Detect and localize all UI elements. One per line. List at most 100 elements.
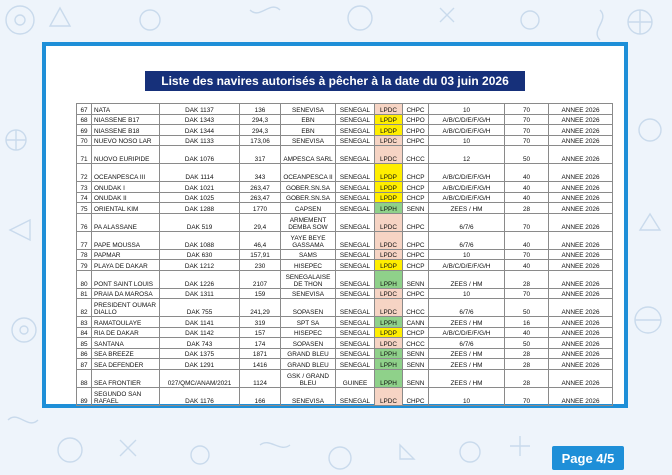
- cell-flag: SENEGAL: [335, 202, 375, 214]
- cell-tonnage: 1124: [239, 368, 281, 388]
- cell-flag: SENEGAL: [335, 269, 375, 289]
- cell-row-number: 85: [76, 337, 92, 349]
- cell-zones: A/B/C/D/E/F/G/H: [428, 326, 505, 338]
- cell-validity-year: ANNEE 2026: [548, 368, 613, 388]
- cell-tonnage: 294,3: [239, 113, 281, 125]
- cell-tonnage: 157,91: [239, 248, 281, 260]
- cell-vessel-name: ORIENTAL KIM: [91, 202, 160, 214]
- cell-category: CHCP: [402, 181, 429, 193]
- cell-vessel-name: ONUDAK I: [91, 181, 160, 193]
- cell-tonnage: 2107: [239, 269, 281, 289]
- cell-length: 28: [504, 347, 549, 359]
- cell-owner: SOPASEN: [280, 298, 336, 317]
- cell-owner: EBN: [280, 113, 336, 125]
- cell-registration: DAK 1088: [159, 230, 240, 250]
- cell-license-type: LPDP: [374, 163, 403, 182]
- cell-license-type: LPDP: [374, 181, 403, 193]
- cell-flag: SENEGAL: [335, 259, 375, 271]
- cell-row-number: 81: [76, 287, 92, 299]
- cell-row-number: 76: [76, 212, 92, 232]
- cell-category: CHCP: [402, 191, 429, 203]
- cell-zones: 6/7/6: [428, 212, 505, 232]
- cell-vessel-name: NIASSENE B17: [91, 113, 160, 125]
- vessel-table-wrapper: 67 NATA DAK 1137 136 SENEVISA SENEGAL LPDC CHPC…: [76, 103, 613, 406]
- document-title: Liste des navires autorisés à pêcher à l…: [145, 71, 525, 91]
- cell-flag: GUINEE: [335, 368, 375, 388]
- cell-license-type: LPPH: [374, 269, 403, 289]
- cell-row-number: 86: [76, 347, 92, 359]
- cell-validity-year: ANNEE 2026: [548, 202, 613, 214]
- cell-length: 50: [504, 298, 549, 317]
- cell-owner: GOBER.SN.SA: [280, 191, 336, 203]
- cell-validity-year: ANNEE 2026: [548, 316, 613, 328]
- cell-zones: ZEES / HM: [428, 202, 505, 214]
- cell-tonnage: 263,47: [239, 191, 281, 203]
- table-row: 86 SEA BREEZE DAK 1375 1871 GRAND BLEU SENEGA…: [76, 347, 613, 359]
- cell-validity-year: ANNEE 2026: [548, 230, 613, 250]
- cell-row-number: 84: [76, 326, 92, 338]
- table-row: 69 NIASSENE B18 DAK 1344 294,3 EBN SENEGAL LPD…: [76, 124, 613, 136]
- cell-zones: 6/7/6: [428, 298, 505, 317]
- cell-registration: DAK 755: [159, 298, 240, 317]
- cell-flag: SENEGAL: [335, 386, 375, 406]
- cell-license-type: LPDC: [374, 386, 403, 406]
- cell-row-number: 74: [76, 191, 92, 203]
- cell-row-number: 67: [76, 103, 92, 115]
- cell-category: SENN: [402, 368, 429, 388]
- cell-flag: SENEGAL: [335, 191, 375, 203]
- cell-vessel-name: NATA: [91, 103, 160, 115]
- cell-zones: 6/7/6: [428, 230, 505, 250]
- cell-validity-year: ANNEE 2026: [548, 337, 613, 349]
- cell-owner: CAPSEN: [280, 202, 336, 214]
- cell-vessel-name: NUEVO NOSO LAR: [91, 134, 160, 146]
- cell-category: CHCP: [402, 163, 429, 182]
- cell-owner: HISEPEC: [280, 326, 336, 338]
- cell-tonnage: 263,47: [239, 181, 281, 193]
- cell-owner: SAMS: [280, 248, 336, 260]
- cell-tonnage: 46,4: [239, 230, 281, 250]
- cell-category: SENN: [402, 202, 429, 214]
- cell-zones: ZEES / HM: [428, 316, 505, 328]
- cell-validity-year: ANNEE 2026: [548, 298, 613, 317]
- cell-registration: DAK 1311: [159, 287, 240, 299]
- cell-vessel-name: PA ALASSANE: [91, 212, 160, 232]
- cell-length: 28: [504, 358, 549, 370]
- cell-registration: DAK 1142: [159, 326, 240, 338]
- cell-owner: SENEGALAISE DE THON: [280, 269, 336, 289]
- cell-category: CHPC: [402, 134, 429, 146]
- cell-tonnage: 157: [239, 326, 281, 338]
- cell-category: CHPC: [402, 230, 429, 250]
- cell-category: CHPC: [402, 103, 429, 115]
- table-row: 78 PAPMAR DAK 630 157,91 SAMS SENEGAL LPDC CHPC…: [76, 248, 613, 260]
- cell-vessel-name: PONT SAINT LOUIS: [91, 269, 160, 289]
- cell-category: CHPC: [402, 248, 429, 260]
- table-row: 89 SEGUNDO SAN RAFAEL DAK 1176 166 SENEVISA S…: [76, 386, 613, 406]
- cell-zones: 10: [428, 287, 505, 299]
- cell-flag: SENEGAL: [335, 113, 375, 125]
- cell-validity-year: ANNEE 2026: [548, 269, 613, 289]
- cell-category: CHCC: [402, 337, 429, 349]
- cell-length: 40: [504, 191, 549, 203]
- cell-registration: DAK 743: [159, 337, 240, 349]
- cell-length: 70: [504, 134, 549, 146]
- cell-validity-year: ANNEE 2026: [548, 212, 613, 232]
- cell-length: 70: [504, 103, 549, 115]
- cell-category: SENN: [402, 269, 429, 289]
- cell-validity-year: ANNEE 2026: [548, 386, 613, 406]
- cell-owner: SENEVISA: [280, 287, 336, 299]
- table-row: 76 PA ALASSANE DAK 519 29,4 ARMEMENT DEMBA S…: [76, 212, 613, 232]
- cell-validity-year: ANNEE 2026: [548, 134, 613, 146]
- cell-row-number: 83: [76, 316, 92, 328]
- cell-length: 70: [504, 124, 549, 136]
- cell-validity-year: ANNEE 2026: [548, 248, 613, 260]
- cell-license-type: LPDC: [374, 103, 403, 115]
- cell-flag: SENEGAL: [335, 163, 375, 182]
- cell-vessel-name: NUOVO EURIPIDE: [91, 145, 160, 164]
- cell-license-type: LPPH: [374, 368, 403, 388]
- cell-zones: 12: [428, 145, 505, 164]
- table-row: 77 PAPE MOUSSA DAK 1088 46,4 YAYE BEYE GASSA…: [76, 230, 613, 250]
- cell-tonnage: 230: [239, 259, 281, 271]
- cell-owner: AMPESCA SARL: [280, 145, 336, 164]
- cell-vessel-name: SANTANA: [91, 337, 160, 349]
- cell-flag: SENEGAL: [335, 134, 375, 146]
